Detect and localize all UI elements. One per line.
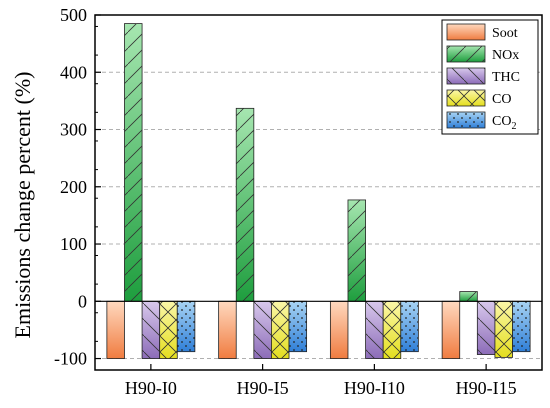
bar-pattern bbox=[512, 301, 531, 352]
bars bbox=[106, 23, 531, 359]
legend-swatch-pattern bbox=[447, 68, 485, 84]
axes: -100 0 100 200 300 400 500 H90-I0 H90-I5 H90-I10 H… bbox=[54, 5, 543, 398]
legend-swatch-pattern bbox=[447, 112, 485, 128]
bar-pattern bbox=[347, 199, 366, 302]
y-tick-label: 0 bbox=[78, 291, 87, 311]
bar-soot-h90-i10 bbox=[329, 300, 349, 359]
legend-label-nox: NOx bbox=[492, 48, 519, 63]
legend-swatch-pattern bbox=[447, 46, 485, 62]
bar-pattern bbox=[159, 301, 178, 359]
bar-pattern bbox=[253, 301, 272, 359]
y-tick-label: 400 bbox=[60, 62, 87, 82]
y-tick-label: 200 bbox=[60, 177, 87, 197]
y-axis-label: Emissions change percent (%) bbox=[10, 72, 35, 339]
y-tick-label: 100 bbox=[60, 234, 87, 254]
bar-soot-h90-i15 bbox=[441, 300, 461, 359]
x-tick-label: H90-I10 bbox=[344, 378, 405, 398]
bar-pattern bbox=[365, 301, 384, 359]
legend-label-co2: CO2 bbox=[492, 114, 516, 132]
legend: Soot NOx THC CO CO2 bbox=[441, 19, 539, 135]
x-tick-label: H90-I15 bbox=[456, 378, 517, 398]
bar-pattern bbox=[177, 301, 195, 352]
x-tick-label: H90-I5 bbox=[237, 378, 289, 398]
bar-soot-h90-i5 bbox=[218, 300, 237, 359]
legend-label-soot: Soot bbox=[492, 26, 518, 41]
legend-label-thc: THC bbox=[492, 70, 520, 85]
bar-pattern bbox=[236, 108, 254, 302]
x-tick-label: H90-I0 bbox=[125, 378, 177, 398]
legend-label-co: CO bbox=[492, 92, 511, 107]
bar-pattern bbox=[459, 291, 478, 302]
plot-frame bbox=[94, 14, 543, 371]
bar-pattern bbox=[271, 301, 290, 359]
legend-swatch-soot bbox=[446, 23, 486, 41]
bar-soot-h90-i0 bbox=[106, 300, 125, 359]
bar-pattern bbox=[494, 301, 513, 358]
bar-pattern bbox=[289, 301, 307, 352]
y-tick-label: 500 bbox=[60, 5, 87, 25]
y-tick-label: -100 bbox=[54, 349, 87, 369]
y-tick-label: 300 bbox=[60, 120, 87, 140]
legend-swatch-pattern bbox=[447, 90, 485, 106]
bar-pattern bbox=[400, 301, 419, 352]
bar-pattern bbox=[124, 23, 143, 302]
bar-pattern bbox=[477, 301, 495, 355]
bar-pattern bbox=[383, 301, 401, 359]
bar-pattern bbox=[142, 301, 160, 359]
